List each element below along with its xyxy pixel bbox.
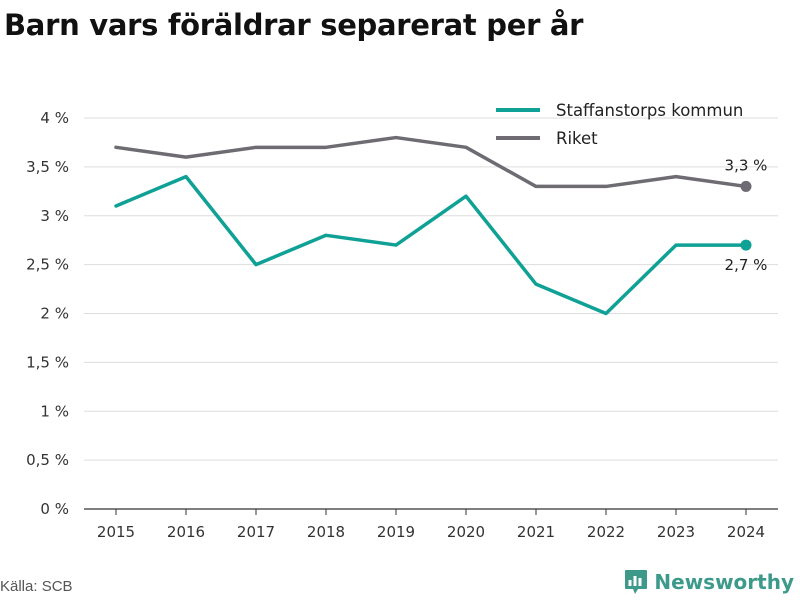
y-tick-label: 1,5 % bbox=[26, 353, 69, 371]
end-point-marker bbox=[740, 239, 752, 251]
y-tick-label: 3,5 % bbox=[26, 158, 69, 176]
x-tick-label: 2024 bbox=[727, 523, 765, 541]
x-tick-label: 2015 bbox=[97, 523, 135, 541]
x-tick-label: 2016 bbox=[167, 523, 205, 541]
brand-name: Newsworthy bbox=[654, 570, 794, 594]
end-point-marker bbox=[740, 180, 752, 192]
x-tick-label: 2022 bbox=[587, 523, 625, 541]
y-tick-label: 4 % bbox=[40, 109, 69, 127]
y-tick-label: 2 % bbox=[40, 305, 69, 323]
x-tick-label: 2020 bbox=[447, 523, 485, 541]
bar-chart-logo-icon bbox=[625, 570, 648, 594]
series-line bbox=[114, 174, 748, 316]
x-tick-label: 2023 bbox=[657, 523, 695, 541]
source-label: Källa: SCB bbox=[0, 578, 73, 595]
x-tick-label: 2018 bbox=[307, 523, 345, 541]
end-value-label: 2,7 % bbox=[725, 256, 768, 274]
chart-title: Barn vars föräldrar separerat per år bbox=[4, 8, 584, 42]
legend-label: Riket bbox=[556, 129, 598, 148]
y-tick-label: 3 % bbox=[40, 207, 69, 225]
legend-label: Staffanstorps kommun bbox=[556, 101, 743, 120]
x-tick-label: 2021 bbox=[517, 523, 555, 541]
end-value-label: 3,3 % bbox=[725, 156, 768, 174]
x-tick-label: 2017 bbox=[237, 523, 275, 541]
y-tick-label: 0,5 % bbox=[26, 451, 69, 469]
y-tick-label: 1 % bbox=[40, 402, 69, 420]
series-line bbox=[114, 135, 748, 189]
x-tick-label: 2019 bbox=[377, 523, 415, 541]
brand-logo[interactable]: Newsworthy bbox=[624, 569, 794, 595]
y-tick-label: 0 % bbox=[40, 500, 69, 518]
y-tick-label: 2,5 % bbox=[26, 256, 69, 274]
